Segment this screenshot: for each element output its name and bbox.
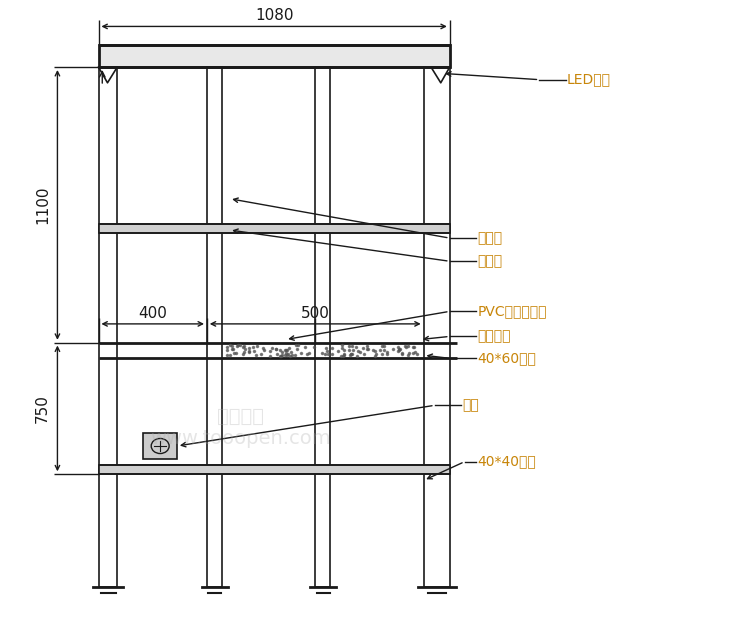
Bar bbox=[424, 67, 450, 587]
Text: 40*60导轨: 40*60导轨 bbox=[477, 352, 536, 365]
Text: 二层板: 二层板 bbox=[477, 254, 502, 269]
Bar bbox=[98, 465, 450, 474]
Bar bbox=[315, 67, 330, 587]
Text: 400: 400 bbox=[138, 306, 167, 321]
Text: LED灯管: LED灯管 bbox=[567, 73, 611, 87]
Text: 1100: 1100 bbox=[35, 186, 50, 224]
Bar bbox=[98, 224, 450, 233]
Bar bbox=[98, 67, 117, 587]
Text: 主动滚筒: 主动滚筒 bbox=[477, 330, 511, 343]
Bar bbox=[143, 433, 177, 459]
Bar bbox=[98, 45, 450, 67]
Text: 500: 500 bbox=[301, 306, 330, 321]
Text: 素材公社
www.tooopen.com: 素材公社 www.tooopen.com bbox=[150, 407, 331, 448]
Text: 750: 750 bbox=[35, 394, 50, 423]
Text: PVC防静电皮带: PVC防静电皮带 bbox=[477, 304, 547, 318]
Bar bbox=[207, 67, 222, 587]
Text: 1080: 1080 bbox=[255, 8, 293, 23]
Text: 电机: 电机 bbox=[463, 398, 479, 412]
Text: 40*40脚架: 40*40脚架 bbox=[477, 455, 536, 469]
Text: 工艺卡: 工艺卡 bbox=[477, 231, 502, 245]
